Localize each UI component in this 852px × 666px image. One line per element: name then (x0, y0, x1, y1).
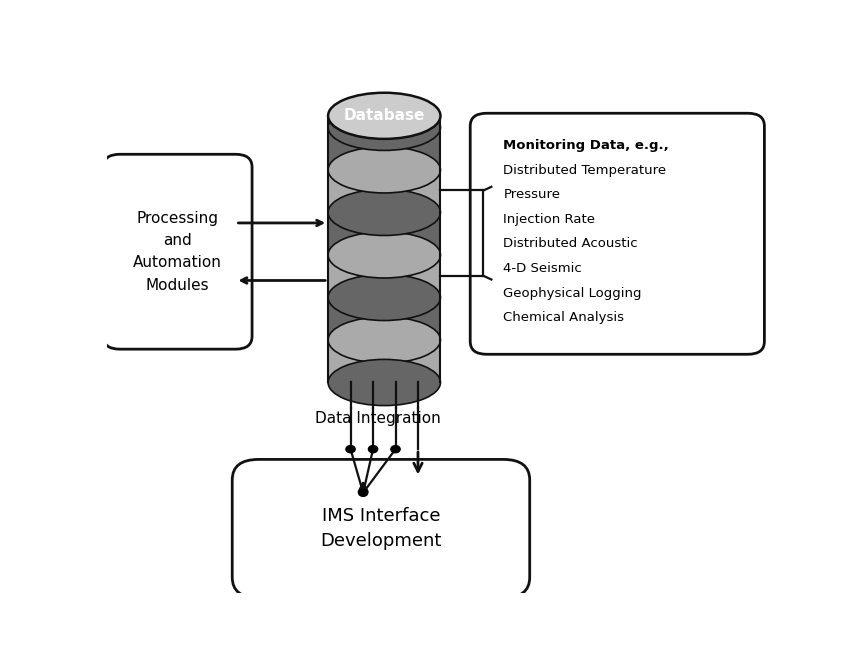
Circle shape (358, 489, 367, 496)
Ellipse shape (328, 274, 440, 320)
Text: Processing
and
Automation
Modules: Processing and Automation Modules (133, 211, 222, 292)
Text: Geophysical Logging: Geophysical Logging (503, 286, 641, 300)
Text: IMS Interface
Development: IMS Interface Development (320, 507, 441, 550)
Circle shape (390, 446, 400, 453)
Bar (328, 298, 440, 340)
Text: Distributed Acoustic: Distributed Acoustic (503, 237, 637, 250)
FancyBboxPatch shape (469, 113, 763, 354)
Bar (328, 212, 440, 255)
Ellipse shape (328, 189, 440, 236)
Bar (328, 127, 440, 170)
Text: Distributed Temperature: Distributed Temperature (503, 164, 665, 176)
Ellipse shape (328, 105, 440, 151)
Text: Chemical Analysis: Chemical Analysis (503, 311, 624, 324)
Bar (328, 116, 440, 382)
Text: Injection Rate: Injection Rate (503, 212, 595, 226)
Circle shape (368, 446, 377, 453)
Ellipse shape (328, 360, 440, 406)
Ellipse shape (328, 147, 440, 193)
FancyBboxPatch shape (103, 155, 252, 349)
Text: Database: Database (343, 109, 424, 123)
Ellipse shape (328, 93, 440, 139)
FancyBboxPatch shape (232, 460, 529, 598)
Bar (328, 255, 440, 298)
Bar (328, 340, 440, 382)
Text: Monitoring Data, e.g.,: Monitoring Data, e.g., (503, 139, 668, 152)
Ellipse shape (328, 317, 440, 363)
Bar (328, 170, 440, 212)
Text: 4-D Seismic: 4-D Seismic (503, 262, 581, 275)
Ellipse shape (328, 232, 440, 278)
Circle shape (346, 446, 354, 453)
Text: Data Integration: Data Integration (314, 411, 440, 426)
Text: Pressure: Pressure (503, 188, 560, 201)
